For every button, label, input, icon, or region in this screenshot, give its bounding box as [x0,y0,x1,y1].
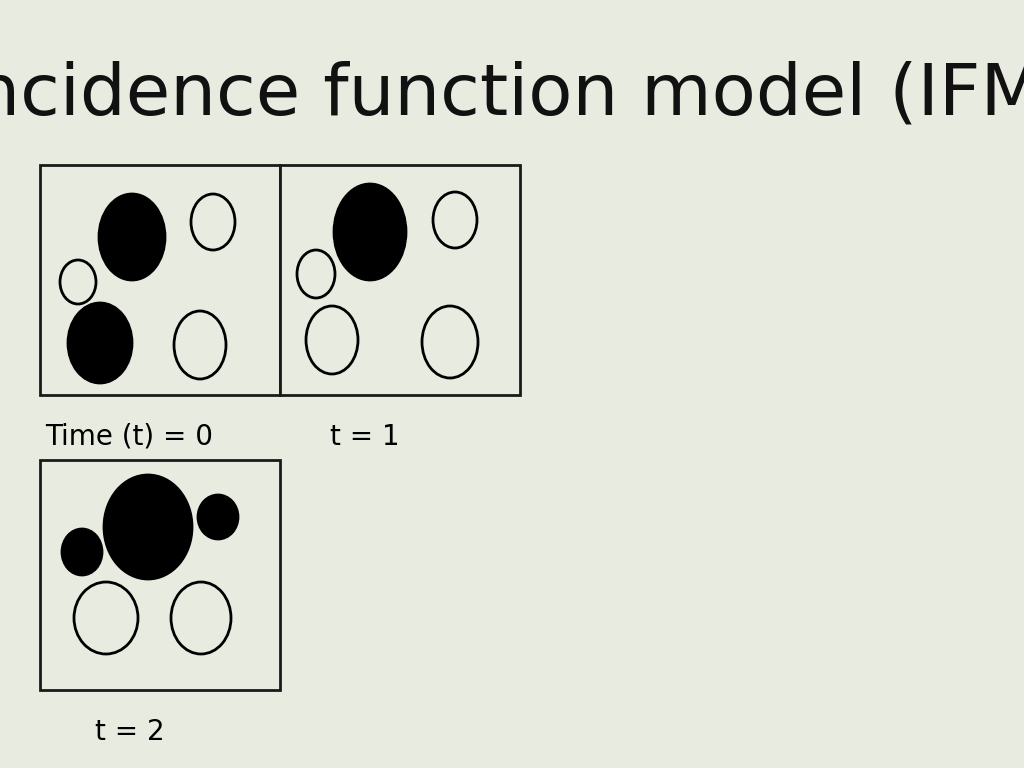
Ellipse shape [422,306,478,378]
Ellipse shape [297,250,335,298]
Ellipse shape [191,194,234,250]
Bar [40,165,280,395]
Text: Time (t) = 0: Time (t) = 0 [45,423,213,451]
Ellipse shape [334,184,406,280]
Ellipse shape [433,192,477,248]
Ellipse shape [99,194,165,280]
Ellipse shape [62,529,102,575]
Ellipse shape [306,306,358,374]
Bar [280,165,520,395]
Bar [40,460,280,690]
Ellipse shape [104,475,193,579]
Text: t = 1: t = 1 [330,423,399,451]
Ellipse shape [74,582,138,654]
Text: t = 2: t = 2 [95,718,165,746]
Ellipse shape [60,260,96,304]
Ellipse shape [198,495,238,539]
Ellipse shape [68,303,132,383]
Ellipse shape [171,582,231,654]
Ellipse shape [174,311,226,379]
Text: Incidence function model (IFM): Incidence function model (IFM) [0,61,1024,130]
